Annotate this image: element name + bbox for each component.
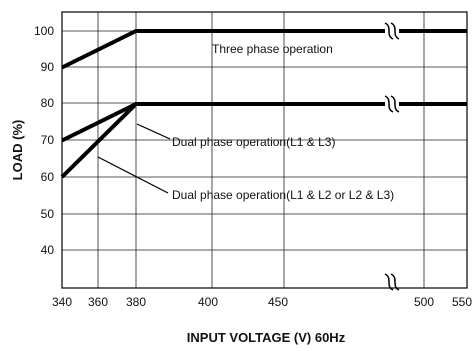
y-axis-title: LOAD (%) — [10, 120, 25, 181]
y-tick-label-90: 90 — [41, 60, 55, 74]
axis-break-mark-1 — [384, 94, 400, 114]
series-label-1: Dual phase operation(L1 & L3) — [172, 135, 335, 149]
x-tick-label-380: 380 — [126, 295, 146, 309]
x-tick-label-550: 550 — [452, 295, 472, 309]
y-tick-label-40: 40 — [41, 243, 55, 257]
series-leader-2 — [97, 156, 169, 194]
series-layer — [60, 29, 467, 179]
y-tick-label-60: 60 — [41, 170, 55, 184]
y-tick-label-80: 80 — [41, 96, 55, 110]
series-line-0 — [61, 29, 467, 70]
axis-break-mark-2 — [384, 272, 400, 292]
series-line-2 — [60, 102, 467, 179]
axis-break-layer — [384, 21, 400, 292]
x-tick-label-500: 500 — [414, 295, 434, 309]
x-tick-label-360: 360 — [88, 295, 108, 309]
series-label-2: Dual phase operation(L1 & L2 or L2 & L3) — [172, 188, 394, 202]
y-tick-label-70: 70 — [41, 133, 55, 147]
x-tick-label-340: 340 — [52, 295, 72, 309]
x-tick-label-400: 400 — [198, 295, 218, 309]
series-label-0: Three phase operation — [212, 42, 333, 56]
x-tick-label-450: 450 — [268, 295, 288, 309]
plot-border — [61, 11, 468, 289]
y-tick-label-100: 100 — [34, 24, 54, 38]
axis-break-mark-0 — [384, 21, 400, 41]
series-label-layer: Three phase operation Dual phase operatio… — [97, 42, 394, 202]
series-leader-1 — [136, 123, 171, 140]
y-tick-label-50: 50 — [41, 207, 55, 221]
tick-layer: 340 360 380 400 450 500 550 40 50 60 70 80 90 100 — [34, 24, 472, 309]
plot-background — [62, 12, 467, 288]
x-axis-title: INPUT VOLTAGE (V) 60Hz — [187, 330, 346, 345]
